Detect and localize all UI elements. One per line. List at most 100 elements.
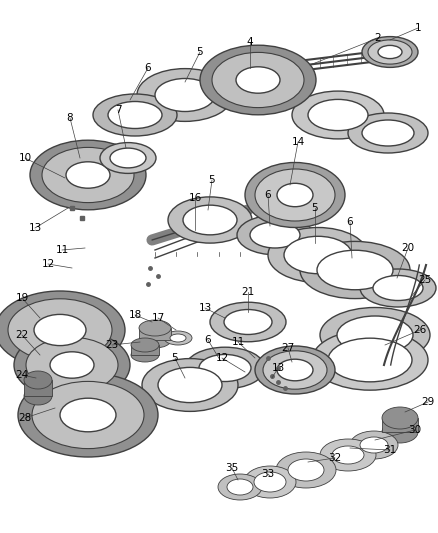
Text: 10: 10 [18,153,32,163]
Ellipse shape [267,228,367,282]
Ellipse shape [42,148,134,203]
Ellipse shape [110,148,146,168]
Ellipse shape [218,474,261,500]
Ellipse shape [158,367,222,402]
Text: 19: 19 [15,293,28,303]
Ellipse shape [164,331,191,345]
Ellipse shape [139,332,171,348]
Text: 21: 21 [241,287,254,297]
Text: 8: 8 [67,113,73,123]
Text: 32: 32 [328,453,341,463]
Ellipse shape [276,359,312,381]
Text: 26: 26 [413,325,426,335]
Ellipse shape [131,338,159,352]
Ellipse shape [212,52,303,108]
Text: 22: 22 [15,330,28,340]
Ellipse shape [331,446,363,464]
Text: 6: 6 [346,217,353,227]
Ellipse shape [254,169,334,221]
Ellipse shape [24,387,52,405]
Ellipse shape [319,439,375,471]
Ellipse shape [327,338,411,382]
Ellipse shape [276,183,312,207]
Text: 7: 7 [114,105,121,115]
Ellipse shape [254,346,334,394]
Polygon shape [24,380,52,396]
Text: 4: 4 [246,37,253,47]
Ellipse shape [100,143,155,173]
Ellipse shape [254,472,285,492]
Text: 25: 25 [417,275,431,285]
Text: 5: 5 [311,203,318,213]
Ellipse shape [381,421,417,443]
Ellipse shape [32,382,144,449]
Ellipse shape [299,241,409,298]
Ellipse shape [8,299,112,361]
Polygon shape [139,328,171,340]
Ellipse shape [184,347,265,389]
Ellipse shape [244,466,295,498]
Ellipse shape [244,163,344,228]
Ellipse shape [347,113,427,153]
Ellipse shape [170,334,186,342]
Ellipse shape [249,222,299,248]
Ellipse shape [262,351,326,389]
Ellipse shape [377,45,401,59]
Ellipse shape [24,371,52,389]
Text: 17: 17 [151,313,164,323]
Ellipse shape [209,302,285,342]
Text: 28: 28 [18,413,32,423]
Ellipse shape [236,67,279,93]
Text: 5: 5 [208,175,215,185]
Ellipse shape [359,437,387,453]
Ellipse shape [361,37,417,67]
Ellipse shape [14,330,130,400]
Ellipse shape [93,94,177,136]
Polygon shape [131,345,159,355]
Ellipse shape [137,69,233,122]
Ellipse shape [367,40,411,64]
Ellipse shape [18,373,158,457]
Ellipse shape [26,337,118,393]
Polygon shape [381,418,417,432]
Text: 11: 11 [55,245,68,255]
Ellipse shape [108,101,162,128]
Ellipse shape [359,269,435,307]
Ellipse shape [131,348,159,362]
Ellipse shape [311,330,427,390]
Ellipse shape [139,320,171,336]
Text: 20: 20 [400,243,413,253]
Ellipse shape [66,162,110,188]
Ellipse shape [276,452,335,488]
Ellipse shape [50,352,94,378]
Ellipse shape [223,310,272,335]
Text: 13: 13 [271,363,284,373]
Ellipse shape [349,431,397,459]
Text: 1: 1 [414,23,420,33]
Ellipse shape [237,215,312,255]
Ellipse shape [381,407,417,429]
Text: 16: 16 [188,193,201,203]
Text: 31: 31 [382,445,396,455]
Ellipse shape [316,250,392,290]
Ellipse shape [34,314,86,345]
Ellipse shape [283,236,351,274]
Text: 13: 13 [28,223,42,233]
Ellipse shape [30,140,146,210]
Text: 2: 2 [374,33,381,43]
Ellipse shape [0,291,125,369]
Text: 29: 29 [420,397,434,407]
Text: 33: 33 [261,469,274,479]
Text: 12: 12 [215,353,228,363]
Ellipse shape [200,45,315,115]
Ellipse shape [60,398,116,432]
Text: 30: 30 [407,425,420,435]
Text: 23: 23 [105,340,118,350]
Text: 6: 6 [204,335,211,345]
Text: 13: 13 [198,303,211,313]
Text: 11: 11 [231,337,244,347]
Text: 12: 12 [41,259,54,269]
Ellipse shape [226,479,252,495]
Ellipse shape [372,276,422,301]
Ellipse shape [291,91,383,139]
